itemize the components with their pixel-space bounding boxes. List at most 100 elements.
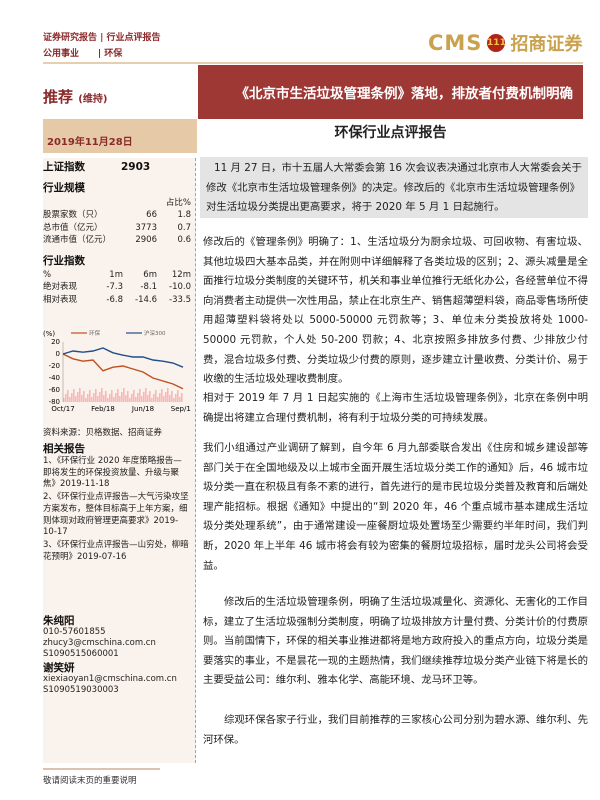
y-tick-label: 20 xyxy=(51,338,60,346)
perf-title: 行业指数 xyxy=(43,254,85,267)
rating-label: 推荐 xyxy=(43,88,74,106)
volume-bar xyxy=(129,398,131,402)
related-report-link[interactable]: 3、《环保行业点评报告—山穷处，柳暗花预明》2019-07-16 xyxy=(43,539,189,562)
legend-label: 环保 xyxy=(89,329,101,337)
volume-bar xyxy=(137,393,139,402)
volume-bar xyxy=(71,393,73,402)
index-value: 2903 xyxy=(121,161,151,173)
summary-box: 11 月 27 日，市十五届人大常委会第 16 次会议表决通过北京市人大常委会关… xyxy=(200,157,588,218)
x-tick-label: Oct/17 xyxy=(51,405,74,413)
paragraph: 综观环保各家子行业，我们目前推荐的三家核心公司分别为碧水源、维尔利、先河环保。 xyxy=(203,714,588,746)
x-tick-label: Jun/18 xyxy=(131,405,154,413)
volume-bar xyxy=(103,395,105,402)
related-report-link[interactable]: 1、《环保行业 2020 年度策略报告—即将发生的环保投资放量、升级与聚焦》20… xyxy=(43,456,182,490)
header-divider xyxy=(43,62,583,64)
volume-bar xyxy=(93,393,95,402)
volume-bar xyxy=(165,392,167,402)
paragraph: 修改后的《管理条例》明确了：1、生活垃圾分为厨余垃圾、可回收物、有害垃圾、其他垃… xyxy=(203,236,588,386)
volume-bar xyxy=(85,398,87,402)
volume-bar xyxy=(159,393,161,402)
scale-cell: 流通市值（亿元） xyxy=(43,235,112,245)
perf-cell: -7.3 xyxy=(106,282,123,292)
analyst-contact: 010-57601855 xyxy=(43,627,106,637)
scale-cell: 0.6 xyxy=(177,235,191,245)
y-axis-label: (%) xyxy=(43,330,55,338)
volume-bar xyxy=(173,398,175,402)
footer-divider xyxy=(43,768,160,770)
volume-bar xyxy=(77,392,79,402)
scale-cell: 股票家数（只） xyxy=(43,210,103,220)
volume-bar xyxy=(145,388,147,402)
perf-cell: 绝对表现 xyxy=(43,282,78,292)
related-title: 相关报告 xyxy=(43,443,85,455)
x-tick-label: Feb/18 xyxy=(91,405,115,413)
index-label: 上证指数 xyxy=(43,161,85,173)
volume-bar xyxy=(161,389,163,402)
volume-bar xyxy=(133,390,135,402)
volume-bar xyxy=(111,390,113,402)
y-tick-label: -40 xyxy=(49,374,60,382)
perf-cell: -14.6 xyxy=(135,294,157,305)
perf-head-cell: 1m xyxy=(109,269,123,280)
volume-bar xyxy=(105,391,107,402)
volume-bar xyxy=(63,398,65,402)
perf-row: 绝对表现 -7.3 -8.1 -10.0 xyxy=(43,281,191,294)
report-type-title: 环保行业点评报告 xyxy=(334,125,447,141)
volume-bar xyxy=(167,388,169,402)
logo-text: CMS xyxy=(428,31,483,55)
scale-row: 流通市值（亿元） 2906 0.6 xyxy=(43,234,191,247)
perf-head-cell: 12m xyxy=(171,269,191,280)
cms-logo: CMS 111 招商证券 xyxy=(428,26,583,60)
y-tick-label: 0 xyxy=(56,350,60,358)
sidebar: 上证指数 2903 行业规模 占比% 股票家数（只） 66 1.8 总市值（亿元） 377… xyxy=(43,158,196,763)
perf-header: % 1m 6m 12m xyxy=(43,269,191,282)
analyst-name: 朱纯阳 xyxy=(43,615,75,627)
perf-head-cell: % xyxy=(43,269,52,280)
volume-bar xyxy=(171,391,173,402)
chart-source: 资料来源：贝格数据、招商证券 xyxy=(43,428,163,438)
perf-cell: -8.1 xyxy=(140,282,157,292)
volume-bar xyxy=(95,389,97,402)
rating: 推荐 (维持) xyxy=(43,86,107,107)
volume-bar xyxy=(79,388,81,402)
volume-bar xyxy=(177,390,179,402)
volume-bar xyxy=(87,394,89,402)
x-tick-label: Sep/18 xyxy=(171,405,191,413)
perf-cell: -10.0 xyxy=(169,282,191,292)
volume-bar xyxy=(83,391,85,402)
volume-bar xyxy=(81,395,83,402)
paragraph: 我们小组通过产业调研了解到，自今年 6 月九部委联合发出《住房和城乡建设部等部门… xyxy=(203,442,588,572)
y-tick-label: -20 xyxy=(49,362,60,370)
volume-bar xyxy=(75,396,77,402)
perf-cell: -33.5 xyxy=(169,294,191,305)
scale-cell: 2906 xyxy=(135,235,157,245)
volume-bar xyxy=(67,390,69,402)
scale-cell: 0.7 xyxy=(177,222,191,233)
volume-bar xyxy=(175,394,177,402)
analyst-contact: xiexiaoyan1@cmschina.com.cn xyxy=(43,674,177,684)
scale-cell: 总市值（亿元） xyxy=(43,222,103,233)
related-report-link[interactable]: 2、《环保行业点评报告—大气污染攻坚方案发布，整体目标高于上年方案，细则体现对政… xyxy=(43,492,189,538)
volume-bar xyxy=(163,396,165,402)
perf-cell: 相对表现 xyxy=(43,294,78,305)
footer-note: 敬请阅读末页的重要说明 xyxy=(43,776,137,786)
volume-bar xyxy=(153,394,155,402)
volume-bar xyxy=(97,396,99,402)
industry-category: 公用事业 | 环保 xyxy=(43,46,122,59)
volume-bar xyxy=(143,392,145,402)
y-tick-label: -80 xyxy=(49,398,60,406)
volume-bar xyxy=(135,397,137,402)
volume-bar xyxy=(119,396,121,402)
volume-bar xyxy=(99,392,101,402)
series-line xyxy=(62,347,184,368)
volume-bar xyxy=(107,398,109,402)
volume-bar xyxy=(179,397,181,402)
volume-bar xyxy=(169,395,171,402)
analyst-contact: S1090519030003 xyxy=(43,685,119,695)
scale-row: 股票家数（只） 66 1.8 xyxy=(43,209,191,222)
scale-title: 行业规模 xyxy=(43,181,85,194)
scale-col: 占比% xyxy=(165,197,191,208)
y-tick-label: -60 xyxy=(49,386,60,394)
volume-bar xyxy=(155,390,157,402)
